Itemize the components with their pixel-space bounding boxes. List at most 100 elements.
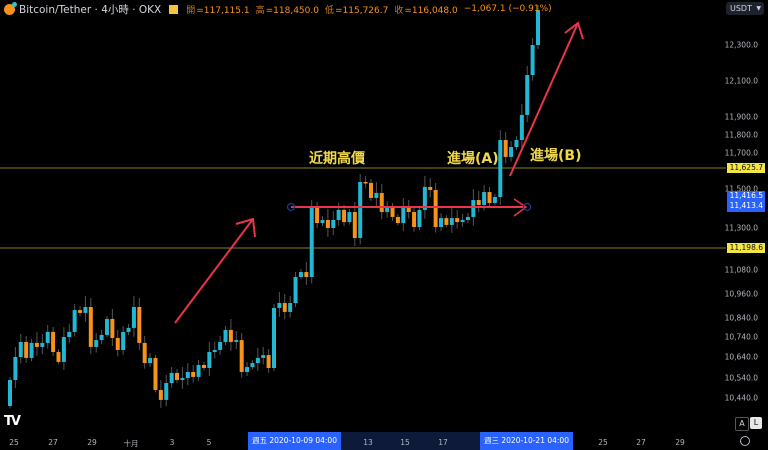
flag-icon[interactable] [169,4,179,14]
candle-up[interactable] [234,340,239,342]
settings-icon[interactable] [740,436,750,446]
candle-up[interactable] [347,212,352,223]
candle-down[interactable] [412,212,417,228]
candle-up[interactable] [255,357,260,364]
candle-up[interactable] [293,276,298,304]
candle-up[interactable] [374,193,379,198]
candle-down[interactable] [51,331,56,353]
candle-down[interactable] [315,208,320,224]
tradingview-logo[interactable]: TV [4,414,21,429]
candle-up[interactable] [261,355,266,358]
candle-up[interactable] [509,147,514,157]
candle-down[interactable] [325,219,330,228]
candle-down[interactable] [56,352,61,362]
candle-up[interactable] [148,357,153,364]
annotation-entry-a[interactable]: 進場(A) [447,151,499,167]
candle-up[interactable] [530,45,535,76]
candle-down[interactable] [228,330,233,342]
candle-down[interactable] [444,218,449,225]
candle-up[interactable] [336,209,341,220]
currency-dropdown[interactable]: USDT ▼ [726,2,764,15]
candle-down[interactable] [368,182,373,198]
candle-up[interactable] [482,192,487,205]
candle-down[interactable] [476,200,481,205]
candle-up[interactable] [298,272,303,277]
candle-up[interactable] [196,364,201,377]
candle-up[interactable] [277,303,282,308]
candle-down[interactable] [433,189,438,228]
candle-up[interactable] [61,337,66,362]
time-axis[interactable]: 25 27 29 十月 3 5 13 15 17 25 27 29 週五 202… [0,432,768,450]
candle-down[interactable] [137,307,142,343]
candle-up[interactable] [104,318,109,335]
candle-up[interactable] [121,331,126,350]
candle-up[interactable] [45,331,50,343]
candle-down[interactable] [428,186,433,190]
candle-down[interactable] [342,209,347,223]
candle-up[interactable] [309,208,314,277]
annotation-entry-b[interactable]: 進場(B) [530,148,582,164]
candle-up[interactable] [536,10,540,45]
candle-down[interactable] [379,193,384,213]
candle-up[interactable] [250,363,255,368]
candle-up[interactable] [99,334,104,341]
candle-up[interactable] [29,342,34,358]
annotation-recent-high[interactable]: 近期高價 [309,151,365,167]
candle-up[interactable] [13,356,18,380]
candle-up[interactable] [207,352,212,368]
candle-down[interactable] [34,342,39,347]
candle-down[interactable] [158,390,163,400]
candle-down[interactable] [24,341,29,358]
auto-scale-button[interactable]: A [735,417,749,431]
candle-up[interactable] [126,327,131,332]
candle-up[interactable] [471,200,476,217]
candle-down[interactable] [78,310,83,313]
arrow-up-left[interactable] [174,217,256,324]
candle-up[interactable] [18,341,23,357]
candle-down[interactable] [175,372,180,380]
candle-up[interactable] [67,331,72,338]
candle-up[interactable] [358,181,363,239]
candle-down[interactable] [88,307,93,347]
range-handle-end[interactable] [522,202,532,212]
candle-down[interactable] [115,337,120,350]
candle-down[interactable] [503,140,508,157]
candle-up[interactable] [94,340,99,347]
candle-up[interactable] [320,219,325,224]
candle-down[interactable] [191,371,196,377]
candle-down[interactable] [282,303,287,312]
candle-up[interactable] [40,342,45,347]
candle-down[interactable] [395,216,400,224]
candle-down[interactable] [304,272,309,277]
candle-up[interactable] [331,219,336,228]
candle-down[interactable] [110,318,115,338]
log-scale-button[interactable]: L [750,417,762,429]
candle-up[interactable] [519,114,524,140]
candle-down[interactable] [153,357,158,391]
candle-down[interactable] [455,218,460,223]
candle-up[interactable] [212,349,217,353]
candle-up[interactable] [498,140,503,197]
candle-up[interactable] [169,372,174,384]
candle-down[interactable] [406,208,411,213]
candle-down[interactable] [363,181,368,184]
candle-up[interactable] [449,218,454,225]
candle-up[interactable] [385,208,390,213]
candle-up[interactable] [8,379,12,406]
candle-up[interactable] [83,307,88,313]
candle-down[interactable] [239,340,244,372]
candle-up[interactable] [288,303,293,312]
candle-down[interactable] [266,355,271,368]
candle-down[interactable] [142,342,147,364]
candle-up[interactable] [72,310,77,332]
range-handle-start[interactable] [286,202,296,212]
candle-up[interactable] [185,371,190,379]
candle-up[interactable] [514,140,519,148]
candle-down[interactable] [390,208,395,217]
candle-down[interactable] [487,192,492,204]
candle-up[interactable] [180,378,185,380]
candle-up[interactable] [272,307,276,368]
candle-up[interactable] [422,186,427,210]
candle-up[interactable] [131,307,136,328]
candle-up[interactable] [223,330,228,342]
